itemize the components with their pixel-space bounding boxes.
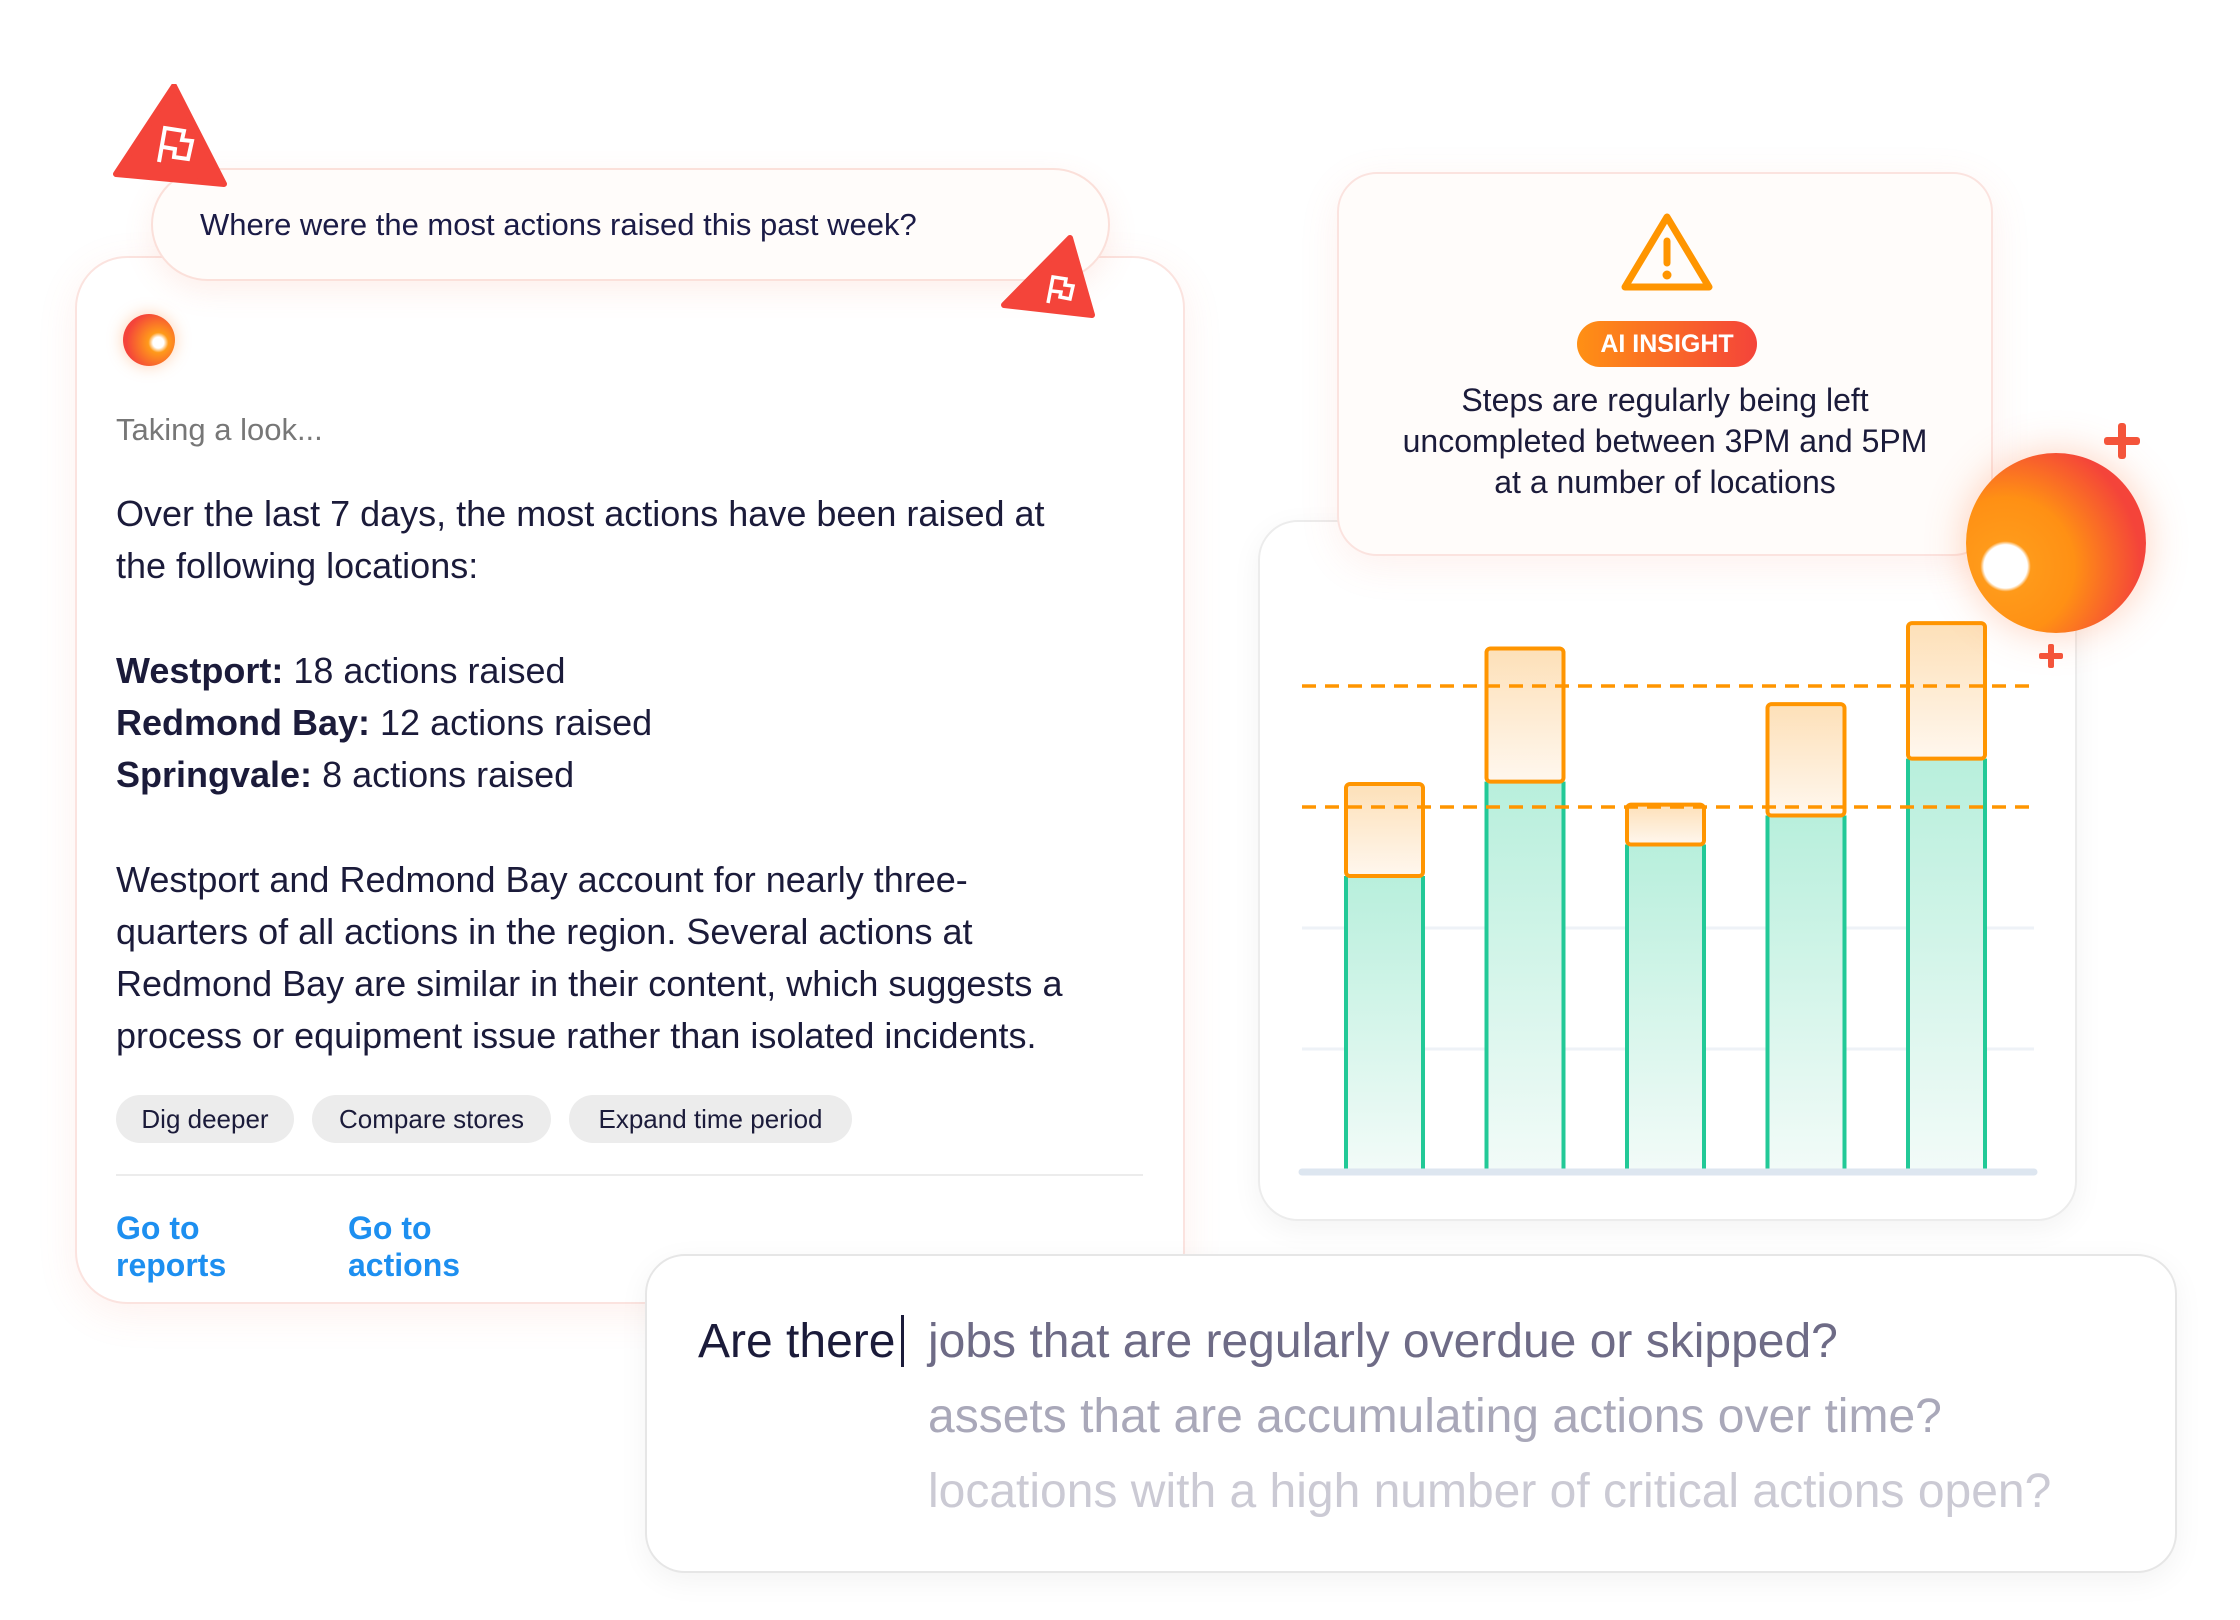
flag-icon <box>1001 235 1095 318</box>
bar-overdue <box>1484 646 1566 784</box>
bar-base-outline <box>1625 844 1706 1170</box>
intro-line: Over the last 7 days, the most actions h… <box>116 493 1045 534</box>
plus-icon <box>2039 644 2063 668</box>
bar-base <box>1627 844 1704 1170</box>
go-to-actions-link[interactable]: Go to actions <box>348 1210 461 1283</box>
go-to-reports-link[interactable]: Go to reports <box>116 1210 227 1283</box>
chip-expand-time-period[interactable]: Expand time period <box>569 1095 852 1143</box>
assistant-orb-icon <box>123 314 175 366</box>
ai-insight-card: AI INSIGHT Steps are regularly being lef… <box>1337 172 1993 556</box>
chip-compare-stores[interactable]: Compare stores <box>312 1095 551 1143</box>
suggestion-item[interactable]: jobs that are regularly overdue or skipp… <box>928 1315 1838 1368</box>
location-item: Redmond Bay: 12 actions raised <box>116 702 653 743</box>
bar-base-outline <box>1765 815 1847 1170</box>
location-item: Springvale: 8 actions raised <box>116 754 575 795</box>
stacked-bar-chart <box>1298 621 2038 1176</box>
bar-base-outline <box>1484 781 1566 1170</box>
location-item: Westport: 18 actions raised <box>116 650 566 691</box>
insight-line: Steps are regularly being left <box>1461 382 1869 418</box>
chart-card <box>1258 520 2077 1221</box>
warning-icon <box>1621 213 1713 291</box>
question-text: Where were the most actions raised this … <box>200 206 917 242</box>
summary-line: Westport and Redmond Bay account for nea… <box>116 859 968 900</box>
text-cursor <box>901 1315 905 1367</box>
plus-icon <box>2104 423 2140 459</box>
chip-dig-deeper[interactable]: Dig deeper <box>116 1095 294 1143</box>
bar-base <box>1346 875 1423 1170</box>
summary-line: process or equipment issue rather than i… <box>116 1015 1037 1056</box>
user-question-bubble: Where were the most actions raised this … <box>151 168 1110 281</box>
summary-line: quarters of all actions in the region. S… <box>116 911 973 952</box>
ai-insight-badge: AI INSIGHT <box>1577 321 1757 367</box>
bar-overdue <box>1765 702 1847 818</box>
insight-line: at a number of locations <box>1494 464 1836 500</box>
intro-line: the following locations: <box>116 545 479 586</box>
bar-base-outline <box>1906 758 1987 1170</box>
ai-orb-icon <box>1966 453 2146 633</box>
summary-line: Redmond Bay are similar in their content… <box>116 963 1063 1004</box>
bar-base <box>1486 781 1564 1170</box>
bar-overdue <box>1625 802 1706 847</box>
bar-base <box>1908 758 1985 1170</box>
bar-base-outline <box>1344 875 1425 1170</box>
flag-icon <box>113 84 227 187</box>
divider <box>116 1174 1143 1176</box>
suggestion-item[interactable]: locations with a high number of critical… <box>928 1465 2052 1518</box>
prompt-input[interactable]: Are there jobs that are regularly overdu… <box>645 1254 2177 1573</box>
status-text: Taking a look... <box>116 412 323 447</box>
bar-base <box>1767 815 1845 1170</box>
bar-overdue <box>1906 621 1987 761</box>
typed-text: Are there <box>698 1315 896 1368</box>
insight-line: uncompleted between 3PM and 5PM <box>1402 423 1928 459</box>
suggestion-item[interactable]: assets that are accumulating actions ove… <box>928 1390 1942 1443</box>
bar-overdue <box>1344 782 1425 878</box>
